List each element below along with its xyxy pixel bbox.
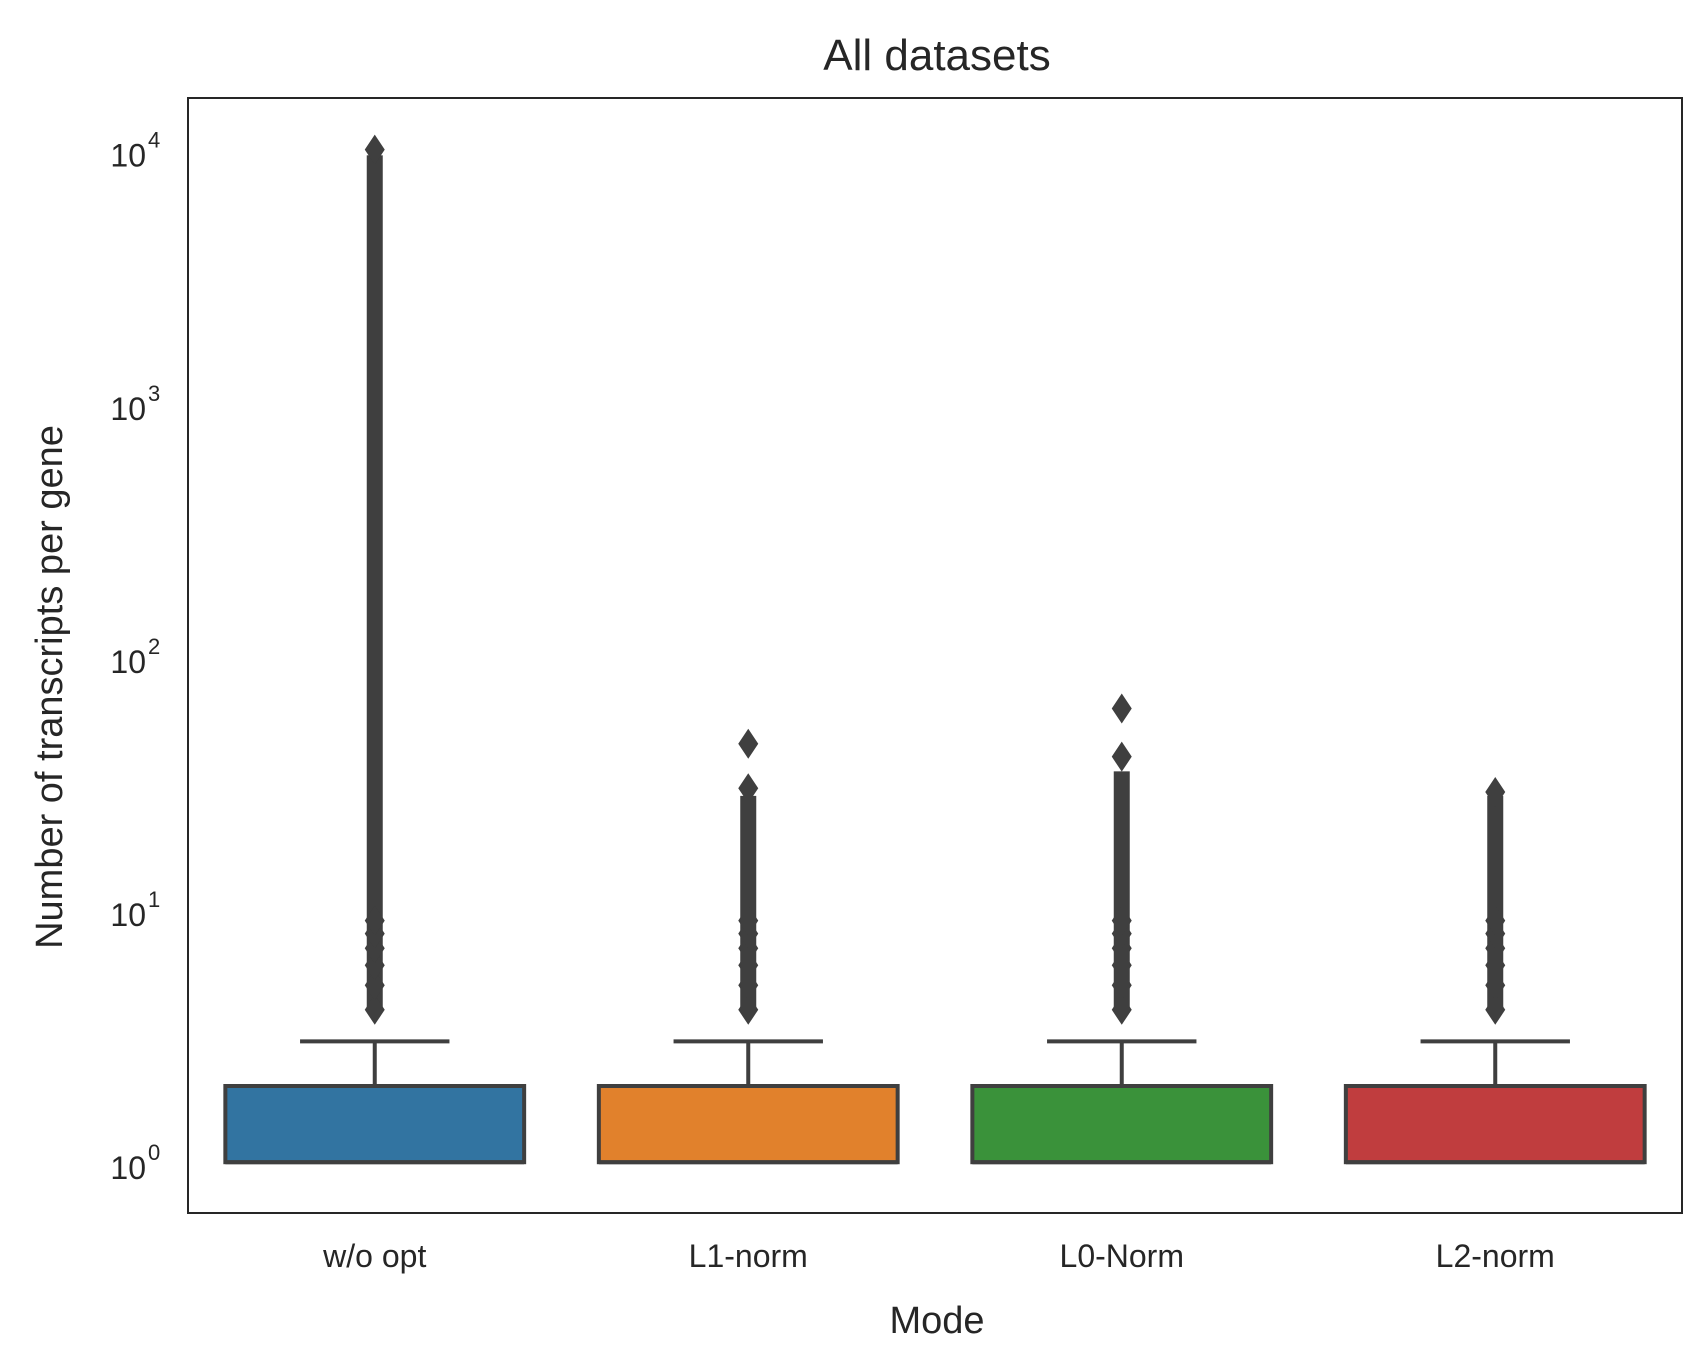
y-tick-label: 10 xyxy=(110,644,146,680)
y-axis-label: Number of transcripts per gene xyxy=(29,425,71,949)
y-tick-label: 10 xyxy=(110,897,146,933)
outlier-point xyxy=(1485,950,1506,981)
outlier-point xyxy=(1111,905,1132,936)
outlier-point xyxy=(1485,905,1506,936)
y-tick-exponent: 3 xyxy=(148,381,160,406)
x-tick-label: L0-Norm xyxy=(1060,1238,1184,1274)
outlier-point xyxy=(738,970,759,1001)
x-axis-label: Mode xyxy=(889,1300,984,1342)
outlier-point xyxy=(364,134,385,165)
box xyxy=(1343,1084,1647,1165)
outlier-point xyxy=(1485,777,1506,808)
outlier-point xyxy=(364,905,385,936)
outlier-point xyxy=(364,970,385,1001)
outlier-point xyxy=(1111,693,1132,724)
outlier-point xyxy=(1485,970,1506,1001)
outlier-point xyxy=(1111,950,1132,981)
y-tick-exponent: 0 xyxy=(148,1140,160,1165)
outlier-point xyxy=(738,994,759,1025)
outlier-point xyxy=(1111,741,1132,772)
x-tick-label: w/o opt xyxy=(322,1238,426,1274)
box-group-1 xyxy=(223,134,527,1165)
outlier-point xyxy=(1111,970,1132,1001)
outlier-point xyxy=(738,773,759,804)
box xyxy=(970,1084,1274,1165)
y-tick-label: 10 xyxy=(110,138,146,174)
y-tick-label: 10 xyxy=(110,391,146,427)
plot-area-frame xyxy=(187,97,1683,1214)
outlier-point xyxy=(738,728,759,759)
x-tick-label: L1-norm xyxy=(689,1238,808,1274)
outlier-point xyxy=(738,905,759,936)
outlier-band xyxy=(366,155,383,1010)
x-tick-labels: w/o opt L1-norm L0-Norm L2-norm xyxy=(322,1238,1555,1274)
y-tick-exponent: 1 xyxy=(148,887,160,912)
x-tick-label: L2-norm xyxy=(1436,1238,1555,1274)
y-tick-exponent: 2 xyxy=(148,634,160,659)
outlier-point xyxy=(738,950,759,981)
box-group-4 xyxy=(1343,777,1647,1165)
box xyxy=(223,1084,527,1165)
box xyxy=(596,1084,900,1165)
box-group-3 xyxy=(970,693,1274,1165)
chart-title: All datasets xyxy=(823,31,1050,80)
box-group-2 xyxy=(596,728,900,1165)
boxes-layer xyxy=(223,134,1647,1165)
outlier-point xyxy=(364,994,385,1025)
y-tick-exponent: 4 xyxy=(148,128,160,153)
y-tick-label: 10 xyxy=(110,1150,146,1186)
outlier-point xyxy=(364,950,385,981)
outlier-point xyxy=(1111,994,1132,1025)
outlier-point xyxy=(1485,994,1506,1025)
